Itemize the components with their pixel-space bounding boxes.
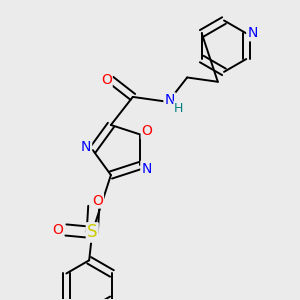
- Text: H: H: [174, 102, 184, 115]
- Text: N: N: [164, 93, 175, 107]
- Text: O: O: [92, 194, 103, 208]
- Text: N: N: [247, 26, 258, 40]
- Text: S: S: [87, 224, 98, 242]
- Text: N: N: [81, 140, 91, 154]
- Text: O: O: [52, 223, 63, 237]
- Text: O: O: [142, 124, 153, 138]
- Text: O: O: [101, 73, 112, 87]
- Text: N: N: [141, 162, 152, 176]
